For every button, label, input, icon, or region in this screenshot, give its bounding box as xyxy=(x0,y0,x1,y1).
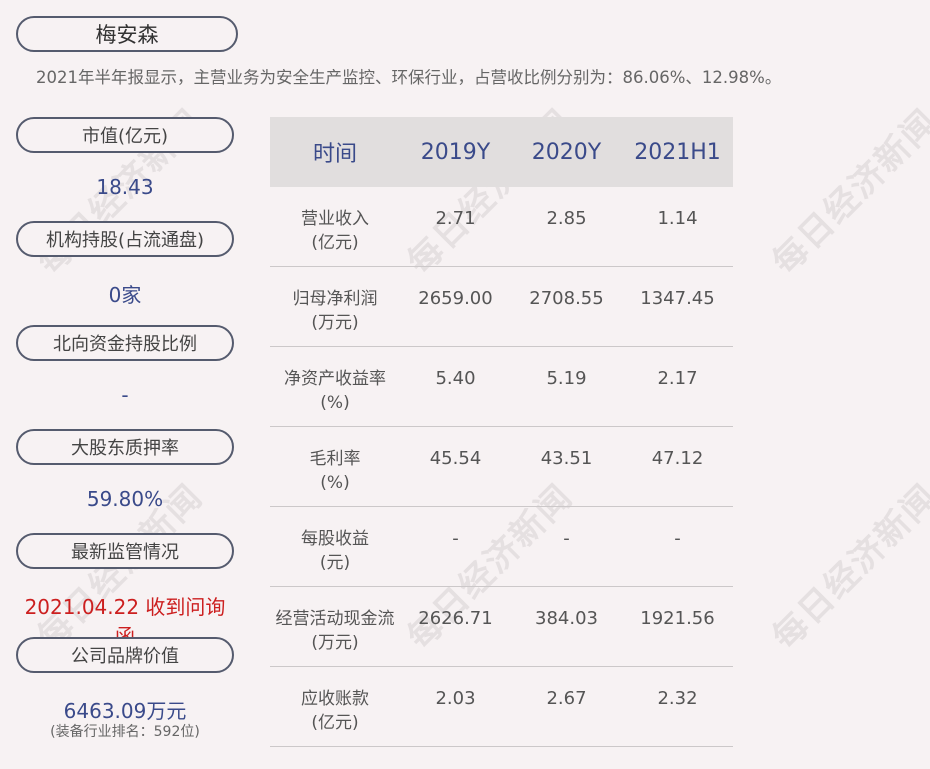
row-unit: (%) xyxy=(320,473,350,493)
table-cell: 2.03 xyxy=(435,688,476,709)
market-cap-label: 市值(亿元) xyxy=(16,117,234,153)
table-row: 经营活动现金流 (万元) 2626.71 384.03 1921.56 xyxy=(270,587,733,667)
row-label: 净资产收益率 xyxy=(284,369,386,389)
table-header: 时间 2019Y 2020Y 2021H1 xyxy=(270,117,733,187)
financial-table: 时间 2019Y 2020Y 2021H1 营业收入 (亿元) 2.71 2.85… xyxy=(270,117,733,747)
header-2019: 2019Y xyxy=(420,139,491,165)
header-2021h1: 2021H1 xyxy=(634,139,721,165)
northbound-ratio-label: 北向资金持股比例 xyxy=(16,325,234,361)
row-unit: (亿元) xyxy=(311,233,359,253)
table-cell: 5.40 xyxy=(435,368,476,389)
table-cell: - xyxy=(452,528,459,549)
row-unit: (万元) xyxy=(311,313,359,333)
northbound-ratio-value: - xyxy=(121,383,129,407)
header-2020: 2020Y xyxy=(531,139,602,165)
pledge-rate-label: 大股东质押率 xyxy=(16,429,234,465)
table-cell: - xyxy=(674,528,681,549)
table-cell: 2.67 xyxy=(546,688,587,709)
row-label: 归母净利润 xyxy=(292,289,378,309)
table-cell: 1921.56 xyxy=(640,608,715,629)
table-cell: 2.32 xyxy=(657,688,698,709)
row-unit: (%) xyxy=(320,393,350,413)
brand-rank-note: (装备行业排名：592位) xyxy=(50,724,200,740)
institutional-holding-label: 机构持股(占流通盘) xyxy=(16,221,234,257)
market-cap-value: 18.43 xyxy=(96,175,154,199)
table-cell: 2659.00 xyxy=(418,288,493,309)
table-cell: 43.51 xyxy=(540,448,593,469)
header-time: 时间 xyxy=(312,142,357,167)
row-label: 经营活动现金流 xyxy=(275,609,395,629)
table-cell: - xyxy=(563,528,570,549)
pledge-rate-value: 59.80% xyxy=(86,487,164,511)
table-cell: 2626.71 xyxy=(418,608,493,629)
table-row: 净资产收益率 (%) 5.40 5.19 2.17 xyxy=(270,347,733,427)
table-cell: 5.19 xyxy=(546,368,587,389)
watermark: 每日经济新闻 xyxy=(764,476,930,658)
table-cell: 2.71 xyxy=(435,208,476,229)
row-unit: (元) xyxy=(319,553,351,573)
row-label: 应收账款 xyxy=(301,689,369,709)
table-cell: 384.03 xyxy=(535,608,598,629)
brand-value-value: 6463.09万元 xyxy=(63,699,187,723)
row-label: 每股收益 xyxy=(301,529,369,549)
row-unit: (亿元) xyxy=(311,713,359,733)
table-cell: 2708.55 xyxy=(529,288,604,309)
table-cell: 2.17 xyxy=(657,368,698,389)
table-cell: 47.12 xyxy=(651,448,704,469)
brand-value-label: 公司品牌价值 xyxy=(16,637,234,673)
row-unit: (万元) xyxy=(311,633,359,653)
table-row: 应收账款 (亿元) 2.03 2.67 2.32 xyxy=(270,667,733,747)
table-row: 营业收入 (亿元) 2.71 2.85 1.14 xyxy=(270,187,733,267)
table-cell: 2.85 xyxy=(546,208,587,229)
table-row: 归母净利润 (万元) 2659.00 2708.55 1347.45 xyxy=(270,267,733,347)
business-summary: 2021年半年报显示，主营业务为安全生产监控、环保行业，占营收比例分别为：86.… xyxy=(36,68,782,87)
watermark: 每日经济新闻 xyxy=(764,101,930,283)
row-label: 毛利率 xyxy=(309,449,361,469)
table-cell: 45.54 xyxy=(429,448,482,469)
company-title: 梅安森 xyxy=(16,16,238,52)
regulatory-status-label: 最新监管情况 xyxy=(16,533,234,569)
table-row: 毛利率 (%) 45.54 43.51 47.12 xyxy=(270,427,733,507)
table-cell: 1347.45 xyxy=(640,288,715,309)
table-cell: 1.14 xyxy=(657,208,698,229)
table-row: 每股收益 (元) - - - xyxy=(270,507,733,587)
institutional-holding-value: 0家 xyxy=(108,283,142,307)
row-label: 营业收入 xyxy=(301,209,369,229)
